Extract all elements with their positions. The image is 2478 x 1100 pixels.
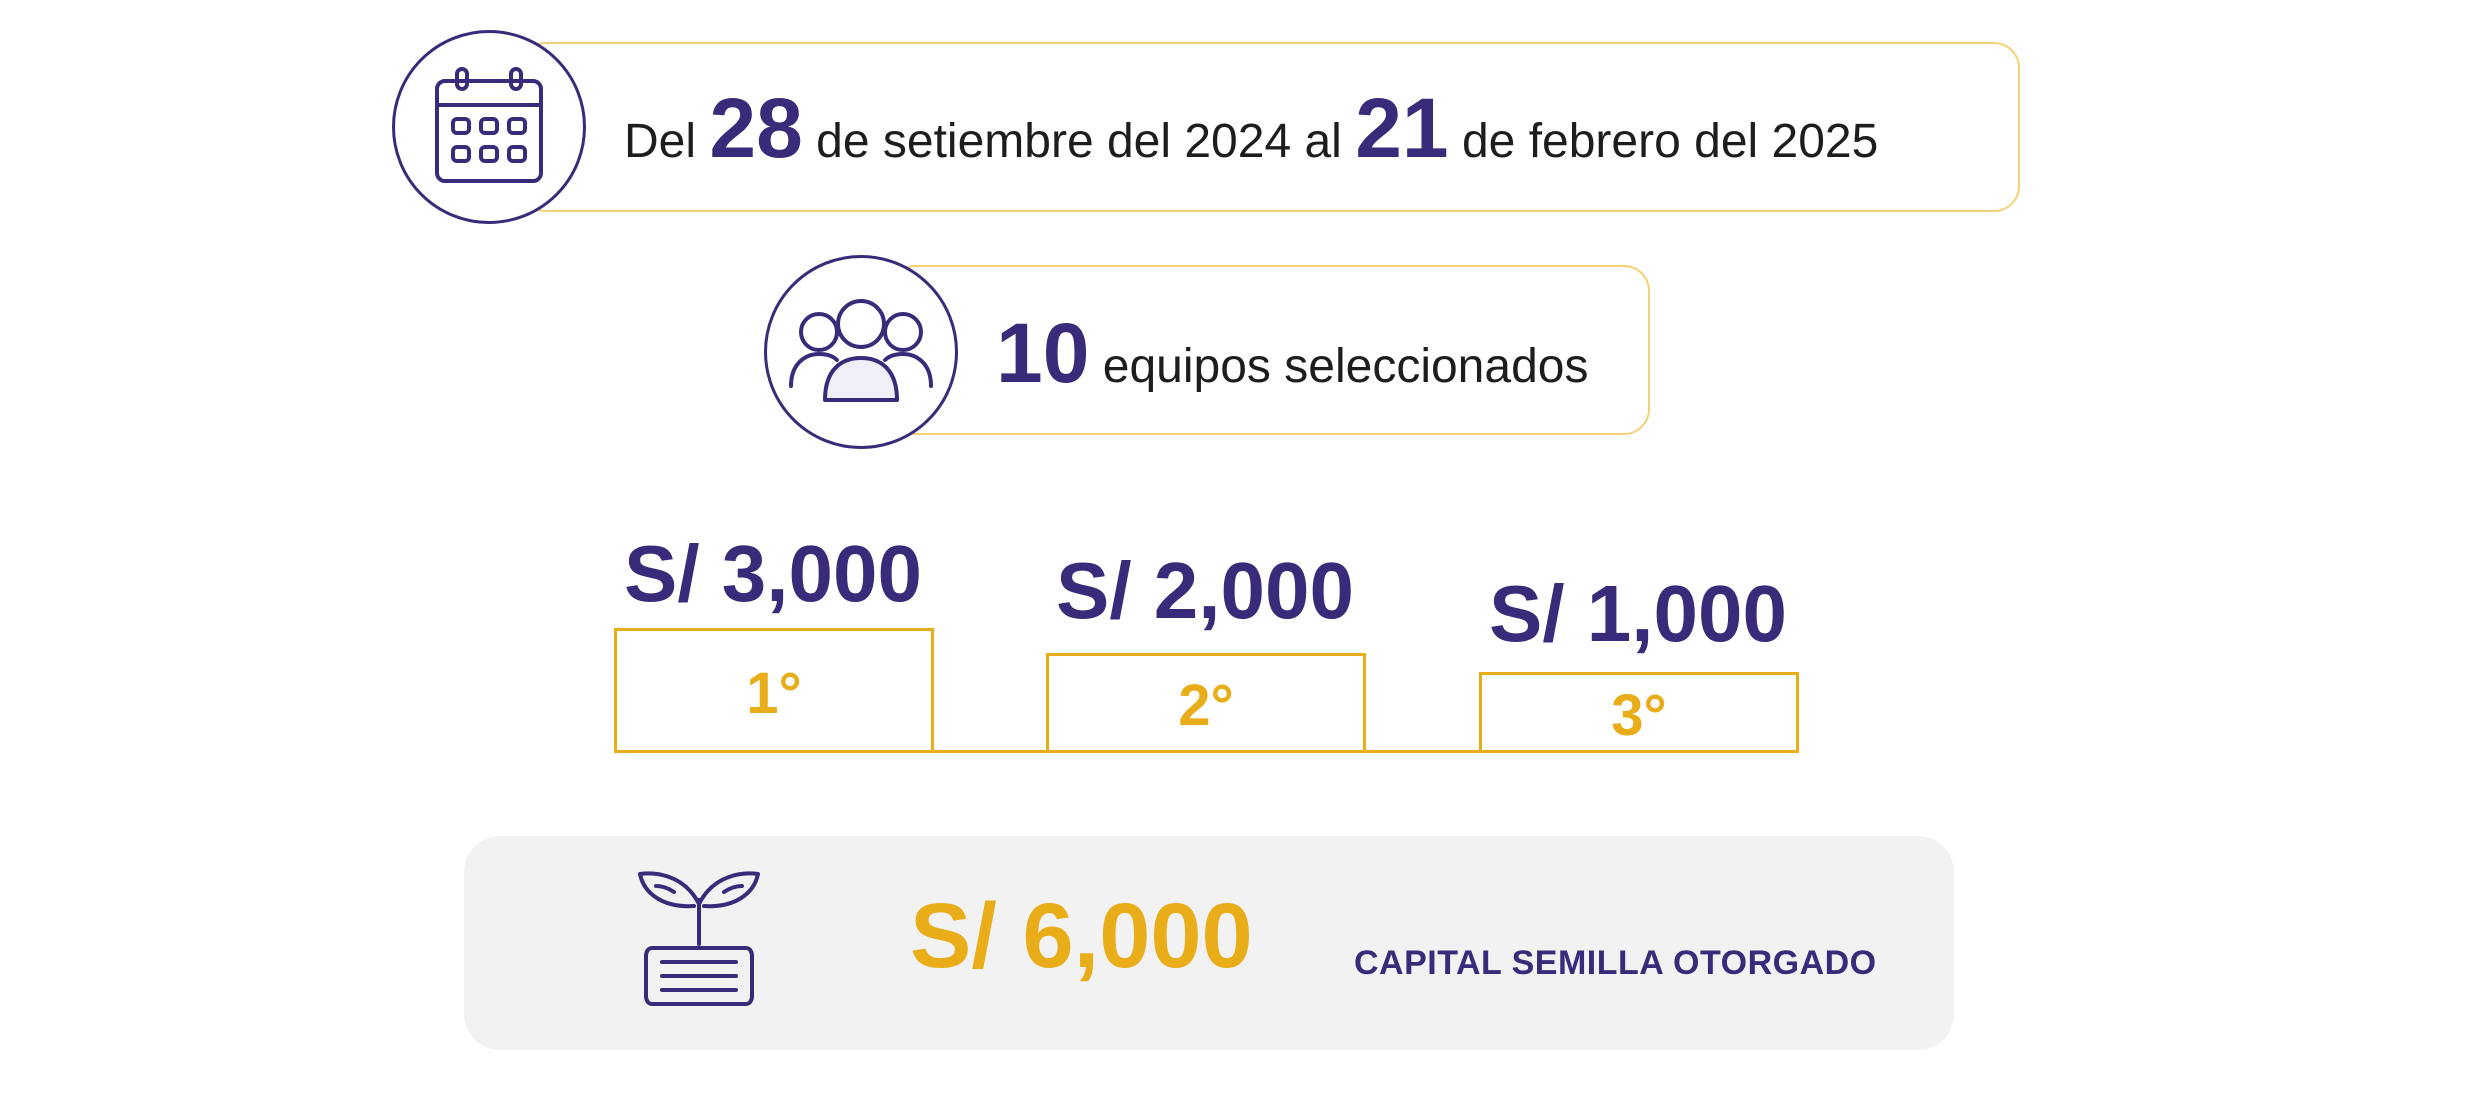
teams-text: 10 equipos seleccionados [996, 305, 1588, 402]
calendar-icon [435, 67, 543, 183]
prize-amount-1: S/ 3,000 [623, 529, 922, 618]
dates-text: Del 28 de setiembre del 2024 al 21 de fe… [624, 80, 1878, 177]
prize-amount-3: S/ 1,000 [1488, 569, 1787, 658]
podium-first: 1° [614, 628, 934, 753]
start-date-rest: de setiembre del 2024 al [816, 115, 1342, 168]
teams-count: 10 [996, 306, 1090, 400]
teams-pill [890, 265, 1650, 435]
podium-second: 2° [1046, 653, 1366, 753]
calendar-circle [392, 30, 586, 224]
place-label-3: 3° [1611, 683, 1667, 748]
sprout-money-icon [638, 871, 760, 1006]
group-circle [764, 255, 958, 449]
prize-amount-2: S/ 2,000 [1055, 546, 1354, 635]
end-date-rest: de febrero del 2025 [1461, 115, 1879, 168]
end-day: 21 [1355, 81, 1449, 175]
capital-banner: S/ 6,000 CAPITAL SEMILLA OTORGADO [464, 836, 1954, 1050]
dates-pill [520, 42, 2020, 212]
teams-label: equipos seleccionados [1102, 340, 1589, 393]
start-day: 28 [709, 81, 803, 175]
capital-label: CAPITAL SEMILLA OTORGADO [1354, 944, 1877, 982]
group-icon [789, 299, 933, 402]
podium-third: 3° [1479, 672, 1799, 753]
capital-amount: S/ 6,000 [910, 885, 1253, 987]
place-label-1: 1° [746, 661, 802, 726]
place-label-2: 2° [1178, 673, 1234, 738]
dates-prefix: Del [624, 115, 697, 168]
